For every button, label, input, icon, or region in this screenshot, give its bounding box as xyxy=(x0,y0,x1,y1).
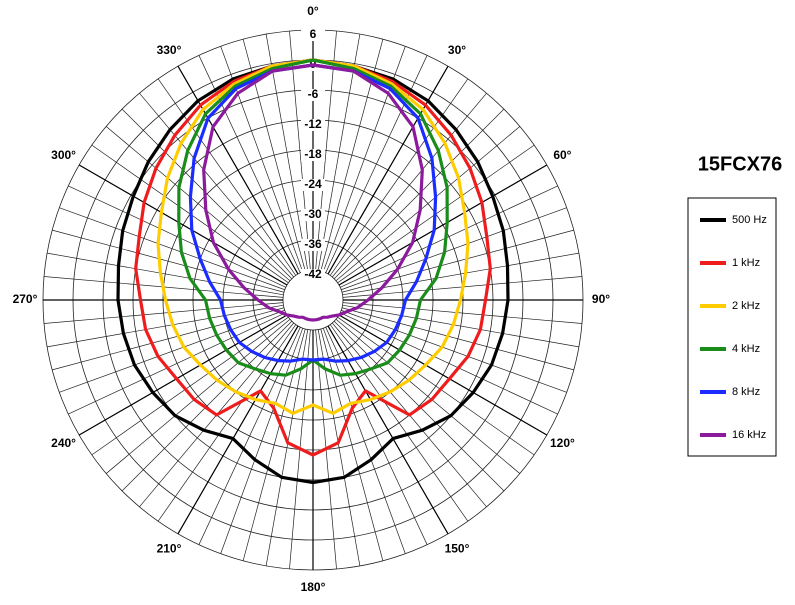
legend-label: 8 kHz xyxy=(732,386,760,398)
r-tick-label: 6 xyxy=(310,27,317,41)
r-tick-label: -42 xyxy=(304,267,322,281)
r-label-bg xyxy=(301,29,325,41)
theta-tick-label: 30° xyxy=(448,43,466,57)
theta-grid-line xyxy=(78,164,288,286)
theta-tick-label: 270° xyxy=(13,292,38,306)
theta-tick-label: 330° xyxy=(157,43,182,57)
theta-tick-label: 300° xyxy=(51,148,76,162)
r-tick-label: -18 xyxy=(304,147,322,161)
chart-title: 15FCX76 xyxy=(698,153,783,175)
theta-tick-label: 240° xyxy=(51,436,76,450)
legend-label: 500 Hz xyxy=(732,214,767,226)
r-label-bg xyxy=(301,119,325,131)
theta-grid-line xyxy=(327,325,449,535)
theta-tick-label: 210° xyxy=(157,542,182,556)
theta-grid-line xyxy=(338,314,548,436)
r-label-bg xyxy=(301,179,325,191)
r-tick-label: -12 xyxy=(304,117,322,131)
series-line xyxy=(156,58,470,415)
r-label-bg xyxy=(301,269,325,281)
theta-tick-label: 180° xyxy=(301,580,326,594)
legend-label: 16 kHz xyxy=(732,429,766,441)
r-tick-label: -6 xyxy=(308,87,319,101)
legend-label: 2 kHz xyxy=(732,300,760,312)
legend-box xyxy=(687,197,777,457)
theta-tick-label: 0° xyxy=(307,4,319,18)
theta-grid-line xyxy=(78,314,288,436)
series-line xyxy=(116,58,510,485)
theta-tick-label: 120° xyxy=(550,436,575,450)
theta-grid-line xyxy=(338,164,548,286)
r-label-bg xyxy=(301,89,325,101)
series-line xyxy=(134,58,492,457)
r-tick-label: -24 xyxy=(304,177,322,191)
theta-tick-label: 60° xyxy=(553,148,571,162)
r-label-bg xyxy=(301,149,325,161)
r-label-bg xyxy=(301,209,325,221)
series-line xyxy=(188,63,438,363)
theta-tick-label: 90° xyxy=(592,292,610,306)
legend-label: 1 kHz xyxy=(732,257,760,269)
series-line xyxy=(202,63,424,322)
r-tick-label: -36 xyxy=(304,237,322,251)
theta-tick-label: 150° xyxy=(445,542,470,556)
theta-grid-line xyxy=(177,325,299,535)
r-tick-label: -30 xyxy=(304,207,322,221)
legend-label: 4 kHz xyxy=(732,343,760,355)
r-label-bg xyxy=(301,239,325,251)
